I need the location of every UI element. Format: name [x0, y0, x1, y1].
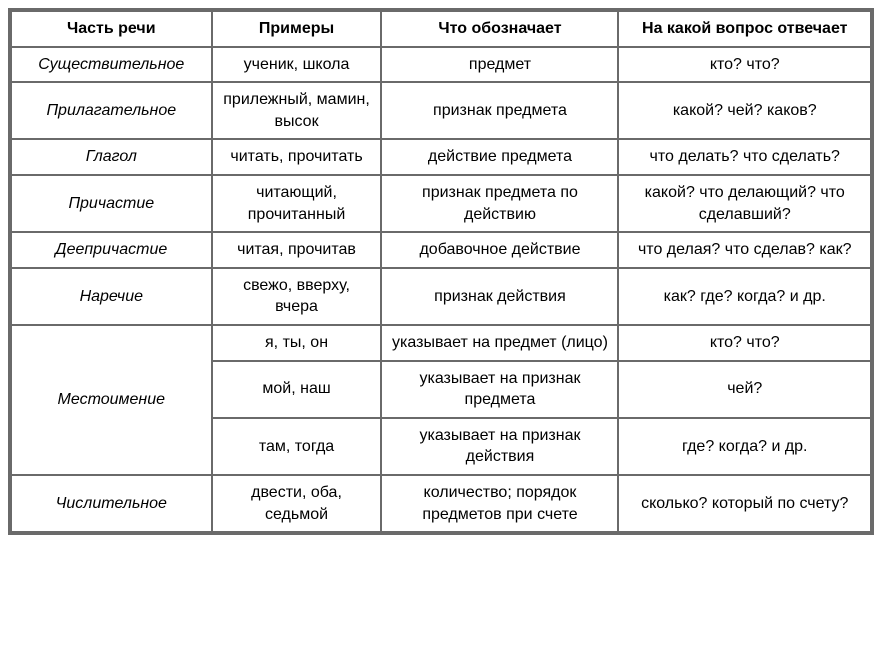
table-row: Глаголчитать, прочитатьдействие предмета… — [12, 140, 870, 174]
cell-part: Местоимение — [12, 326, 211, 474]
cell-question: как? где? когда? и др. — [619, 269, 870, 324]
table-row: Существительноеученик, школапредметкто? … — [12, 48, 870, 82]
cell-examples: там, тогда — [213, 419, 381, 474]
cell-meaning: признак действия — [382, 269, 617, 324]
col-header-part: Часть речи — [12, 12, 211, 46]
cell-question: кто? что? — [619, 48, 870, 82]
cell-examples: прилежный, мамин, высок — [213, 83, 381, 138]
cell-question: какой? что делающий? что сделавший? — [619, 176, 870, 231]
cell-examples: я, ты, он — [213, 326, 381, 360]
parts-of-speech-table: Часть речи Примеры Что обозначает На как… — [8, 8, 874, 535]
table-row: Прилагательноеприлежный, мамин, высокпри… — [12, 83, 870, 138]
table-body: Существительноеученик, школапредметкто? … — [12, 48, 870, 532]
cell-examples: читая, прочитав — [213, 233, 381, 267]
cell-part: Прилагательное — [12, 83, 211, 138]
table-row: Местоимениея, ты, онуказывает на предмет… — [12, 326, 870, 360]
cell-question: что делая? что сделав? как? — [619, 233, 870, 267]
cell-part: Наречие — [12, 269, 211, 324]
cell-meaning: указывает на признак предмета — [382, 362, 617, 417]
cell-question: что делать? что сделать? — [619, 140, 870, 174]
cell-meaning: признак предмета по действию — [382, 176, 617, 231]
table-row: Наречиесвежо, вверху, вчерапризнак дейст… — [12, 269, 870, 324]
cell-question: кто? что? — [619, 326, 870, 360]
table-row: Причастиечитающий, прочитанныйпризнак пр… — [12, 176, 870, 231]
cell-examples: свежо, вверху, вчера — [213, 269, 381, 324]
col-header-meaning: Что обозначает — [382, 12, 617, 46]
cell-meaning: признак предмета — [382, 83, 617, 138]
cell-meaning: указывает на предмет (лицо) — [382, 326, 617, 360]
cell-examples: двести, оба, седьмой — [213, 476, 381, 531]
cell-meaning: указывает на признак действия — [382, 419, 617, 474]
cell-part: Глагол — [12, 140, 211, 174]
cell-examples: читать, прочитать — [213, 140, 381, 174]
cell-part: Причастие — [12, 176, 211, 231]
col-header-examples: Примеры — [213, 12, 381, 46]
cell-meaning: добавочное действие — [382, 233, 617, 267]
cell-examples: мой, наш — [213, 362, 381, 417]
table-row: Деепричастиечитая, прочитавдобавочное де… — [12, 233, 870, 267]
cell-examples: читающий, прочитанный — [213, 176, 381, 231]
cell-question: чей? — [619, 362, 870, 417]
table-header-row: Часть речи Примеры Что обозначает На как… — [12, 12, 870, 46]
cell-question: сколько? который по счету? — [619, 476, 870, 531]
cell-meaning: количество; порядок предметов при счете — [382, 476, 617, 531]
cell-question: какой? чей? каков? — [619, 83, 870, 138]
cell-part: Деепричастие — [12, 233, 211, 267]
table-row: Числительноедвести, оба, седьмойколичест… — [12, 476, 870, 531]
cell-part: Числительное — [12, 476, 211, 531]
col-header-question: На какой вопрос отвечает — [619, 12, 870, 46]
cell-meaning: действие предмета — [382, 140, 617, 174]
cell-examples: ученик, школа — [213, 48, 381, 82]
cell-meaning: предмет — [382, 48, 617, 82]
cell-question: где? когда? и др. — [619, 419, 870, 474]
cell-part: Существительное — [12, 48, 211, 82]
